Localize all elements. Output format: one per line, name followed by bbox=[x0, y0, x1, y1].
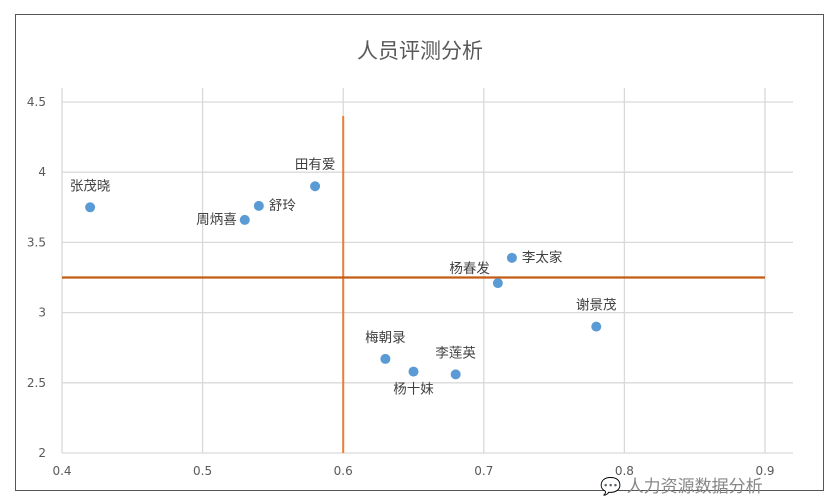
data-point bbox=[492, 278, 503, 289]
data-label: 杨春发 bbox=[449, 261, 490, 277]
wechat-icon: 💬 bbox=[600, 477, 622, 497]
data-label: 张茂晓 bbox=[70, 177, 111, 194]
chart-frame bbox=[15, 14, 824, 491]
watermark-text: 人力资源数据分析 bbox=[626, 477, 763, 497]
data-point bbox=[591, 321, 602, 332]
data-point bbox=[310, 181, 321, 192]
data-point bbox=[253, 200, 264, 211]
x-tick-label: 0.7 bbox=[474, 464, 493, 478]
x-tick-label: 0.5 bbox=[193, 464, 212, 478]
data-label: 李太家 bbox=[522, 249, 563, 266]
x-tick-label: 0.8 bbox=[615, 464, 634, 478]
data-point bbox=[85, 202, 96, 213]
y-tick-label: 3.5 bbox=[27, 235, 46, 249]
y-tick-label: 3 bbox=[38, 306, 46, 320]
data-label: 田有爱 bbox=[295, 157, 336, 173]
data-point bbox=[239, 214, 250, 225]
chart-title: 人员评测分析 bbox=[357, 39, 483, 63]
y-tick-label: 4 bbox=[38, 165, 46, 179]
data-point bbox=[506, 252, 517, 263]
data-point bbox=[380, 353, 391, 364]
x-tick-label: 0.4 bbox=[52, 464, 71, 478]
data-label: 谢景茂 bbox=[576, 297, 617, 314]
data-point bbox=[450, 369, 461, 380]
y-tick-label: 2.5 bbox=[27, 376, 46, 390]
x-tick-label: 0.6 bbox=[334, 464, 353, 478]
data-label: 杨十妹 bbox=[393, 382, 434, 398]
x-tick-label: 0.9 bbox=[755, 464, 774, 478]
watermark: 💬 人力资源数据分析 bbox=[600, 477, 763, 497]
y-tick-label: 2 bbox=[38, 446, 46, 460]
y-tick-label: 4.5 bbox=[27, 95, 46, 109]
data-label: 梅朝录 bbox=[365, 330, 406, 346]
data-label: 舒玲 bbox=[269, 198, 296, 214]
data-label: 周炳喜 bbox=[196, 212, 237, 228]
data-point bbox=[408, 366, 419, 377]
data-label: 李莲英 bbox=[435, 344, 476, 361]
